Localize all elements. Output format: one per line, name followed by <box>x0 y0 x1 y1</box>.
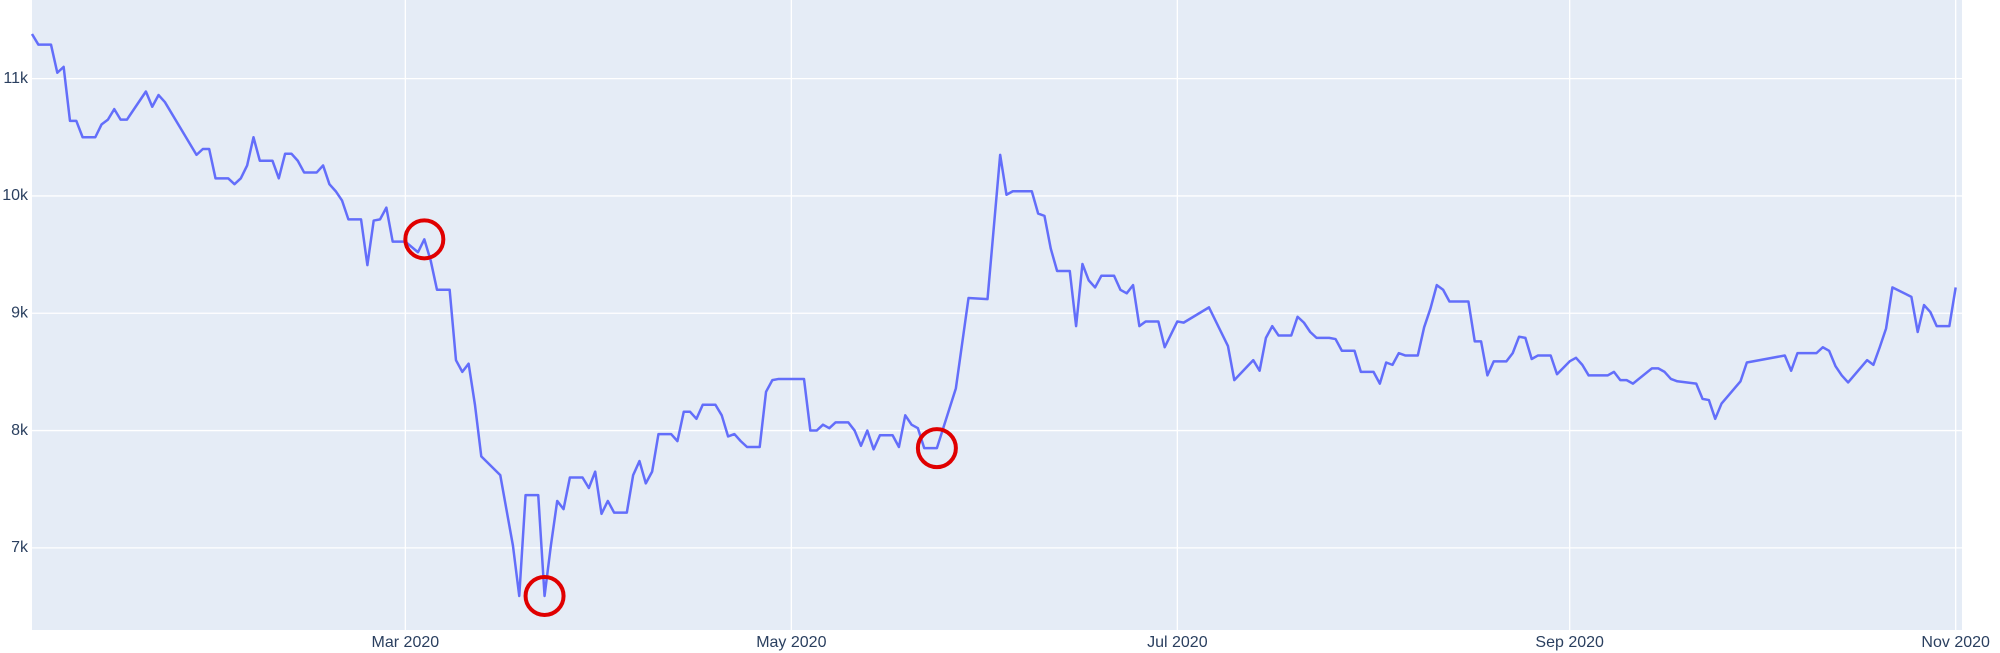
x-tick-label: Jul 2020 <box>1147 634 1208 651</box>
y-tick-label: 7k <box>11 539 29 556</box>
y-tick-label: 8k <box>11 422 29 439</box>
highlight-marker <box>523 574 566 617</box>
x-tick-label: Mar 2020 <box>372 634 440 651</box>
plot-background <box>32 0 1962 630</box>
highlight-marker <box>403 218 446 261</box>
x-tick-label: May 2020 <box>756 634 826 651</box>
y-tick-label: 10k <box>2 187 29 204</box>
x-tick-label: Nov 2020 <box>1921 634 1990 651</box>
y-tick-label: 9k <box>11 304 29 321</box>
data-line <box>30 33 1957 598</box>
y-tick-label: 11k <box>3 70 29 87</box>
highlight-marker <box>915 427 958 470</box>
x-tick-label: Sep 2020 <box>1535 634 1604 651</box>
